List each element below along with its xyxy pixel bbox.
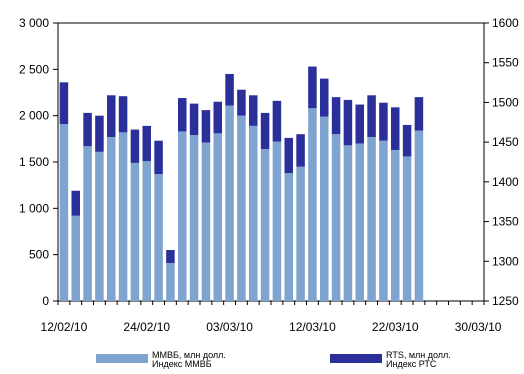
right-tick-label: 1500	[492, 95, 519, 109]
bar-series-2-11	[177, 98, 187, 132]
bar-series-1-12	[189, 135, 199, 301]
bar-series-1-8	[142, 161, 152, 301]
left-tick-label: 0	[42, 294, 49, 308]
x-tick-label: 12/03/10	[289, 320, 336, 334]
bar-series-2-13	[201, 110, 211, 143]
bar-series-1-17	[248, 125, 258, 301]
x-tick-label: 30/03/10	[455, 320, 502, 334]
left-y-axis: 0 500 1 000 1 500 2 000 2 500 3 000	[19, 16, 58, 308]
left-tick-label: 2 000	[19, 109, 49, 123]
bar-series-2-14	[213, 101, 223, 134]
bar-series-2-27	[367, 95, 376, 137]
bar-series-2-9	[154, 140, 163, 175]
bar-series-1-24	[331, 134, 341, 301]
legend-label-series-2: RTS, млн долл. Индекс РТС	[386, 351, 451, 369]
bar-series-1-1	[59, 124, 69, 301]
bar-series-2-31	[414, 97, 424, 131]
bar-series-2-17	[248, 95, 258, 126]
bar-series-1-27	[367, 136, 376, 301]
bar-series-1-30	[402, 156, 412, 301]
bar-series-2-24	[331, 97, 341, 135]
bar-series-2-25	[343, 99, 353, 146]
bar-series-1-11	[177, 131, 187, 301]
left-tick-label: 3 000	[19, 16, 49, 30]
bar-series-2-10	[166, 250, 175, 263]
legend-series-2-index: Индекс РТС	[386, 359, 437, 369]
legend-series-2-name: RTS, млн долл.	[386, 350, 451, 360]
legend-series-1-index: Индекс ММВБ	[152, 359, 212, 369]
bar-series-2-4	[95, 115, 104, 152]
x-tick-label: 03/03/10	[206, 320, 253, 334]
x-tick-label: 12/02/10	[41, 320, 88, 334]
bar-series-2-20	[284, 137, 294, 174]
bar-series-2-30	[402, 124, 412, 157]
legend-swatch-series-1	[96, 354, 148, 363]
bar-series-1-4	[95, 151, 104, 301]
bar-series-2-26	[355, 104, 365, 144]
bar-series-2-16	[237, 89, 246, 116]
bar-series-2-6	[118, 96, 128, 133]
bar-series-1-26	[355, 143, 365, 301]
right-y-axis: 1250 1300 1350 1400 1450 1500 1550 1600	[484, 16, 519, 308]
right-tick-label: 1600	[492, 16, 519, 30]
legend-series-1-name: ММВБ, млн долл.	[152, 350, 226, 360]
bar-series-1-18	[260, 149, 270, 301]
bar-series-2-29	[390, 107, 400, 150]
bar-series-1-15	[225, 105, 234, 301]
bar-series-1-3	[83, 146, 92, 301]
x-axis: 12/02/10 24/02/10 03/03/10 12/03/10 22/03/10…	[41, 301, 502, 334]
bar-series-2-19	[272, 100, 282, 142]
x-tick-label: 24/02/10	[123, 320, 170, 334]
bar-series-1-28	[379, 140, 388, 301]
bar-series-1-7	[130, 162, 140, 301]
right-tick-label: 1550	[492, 56, 519, 70]
bar-series-1-5	[106, 136, 116, 301]
bar-series-2-22	[308, 66, 317, 109]
bar-series-1-19	[272, 141, 282, 301]
left-tick-label: 1 000	[19, 201, 49, 215]
bar-series-1-10	[166, 263, 175, 301]
bar-series-2-3	[83, 112, 92, 147]
x-tick-label: 22/03/10	[372, 320, 419, 334]
bar-series-1-25	[343, 145, 353, 301]
bars-group	[59, 66, 424, 301]
right-tick-label: 1450	[492, 135, 519, 149]
bar-series-1-29	[390, 149, 400, 301]
bar-series-1-22	[308, 108, 317, 301]
bar-series-2-7	[130, 129, 140, 163]
bar-series-2-21	[296, 134, 305, 167]
bar-series-1-6	[118, 132, 128, 301]
bar-series-1-31	[414, 130, 424, 301]
bar-series-1-2	[71, 215, 81, 301]
bar-series-2-23	[319, 78, 329, 117]
bar-series-2-28	[379, 102, 388, 141]
bar-series-1-14	[213, 133, 223, 301]
left-tick-label: 2 500	[19, 62, 49, 76]
bar-series-1-23	[319, 116, 329, 301]
right-tick-label: 1300	[492, 254, 519, 268]
legend-label-series-1: ММВБ, млн долл. Индекс ММВБ	[152, 351, 226, 369]
bar-series-2-1	[59, 82, 69, 125]
right-tick-label: 1350	[492, 215, 519, 229]
bar-series-1-13	[201, 142, 211, 301]
bar-series-2-15	[225, 73, 234, 106]
bar-series-2-5	[106, 95, 116, 137]
bar-series-1-9	[154, 174, 163, 301]
left-tick-label: 500	[29, 248, 49, 262]
right-tick-label: 1400	[492, 175, 519, 189]
left-tick-label: 1 500	[19, 155, 49, 169]
bar-series-1-20	[284, 173, 294, 301]
bar-series-1-16	[237, 115, 246, 301]
bar-series-2-2	[71, 190, 81, 216]
legend-swatch-series-2	[330, 354, 382, 363]
bar-series-2-12	[189, 103, 199, 136]
bar-series-2-8	[142, 125, 152, 162]
bar-series-2-18	[260, 112, 270, 150]
bar-series-1-21	[296, 166, 305, 301]
right-tick-label: 1250	[492, 294, 519, 308]
